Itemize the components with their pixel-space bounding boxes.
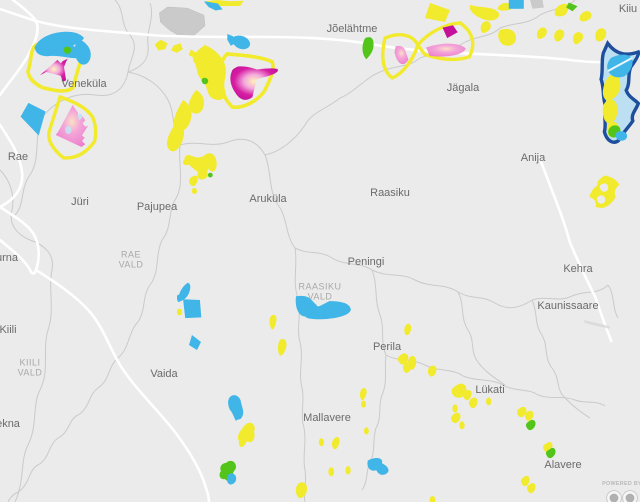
svg-text:POWERED BY: POWERED BY: [602, 481, 640, 487]
